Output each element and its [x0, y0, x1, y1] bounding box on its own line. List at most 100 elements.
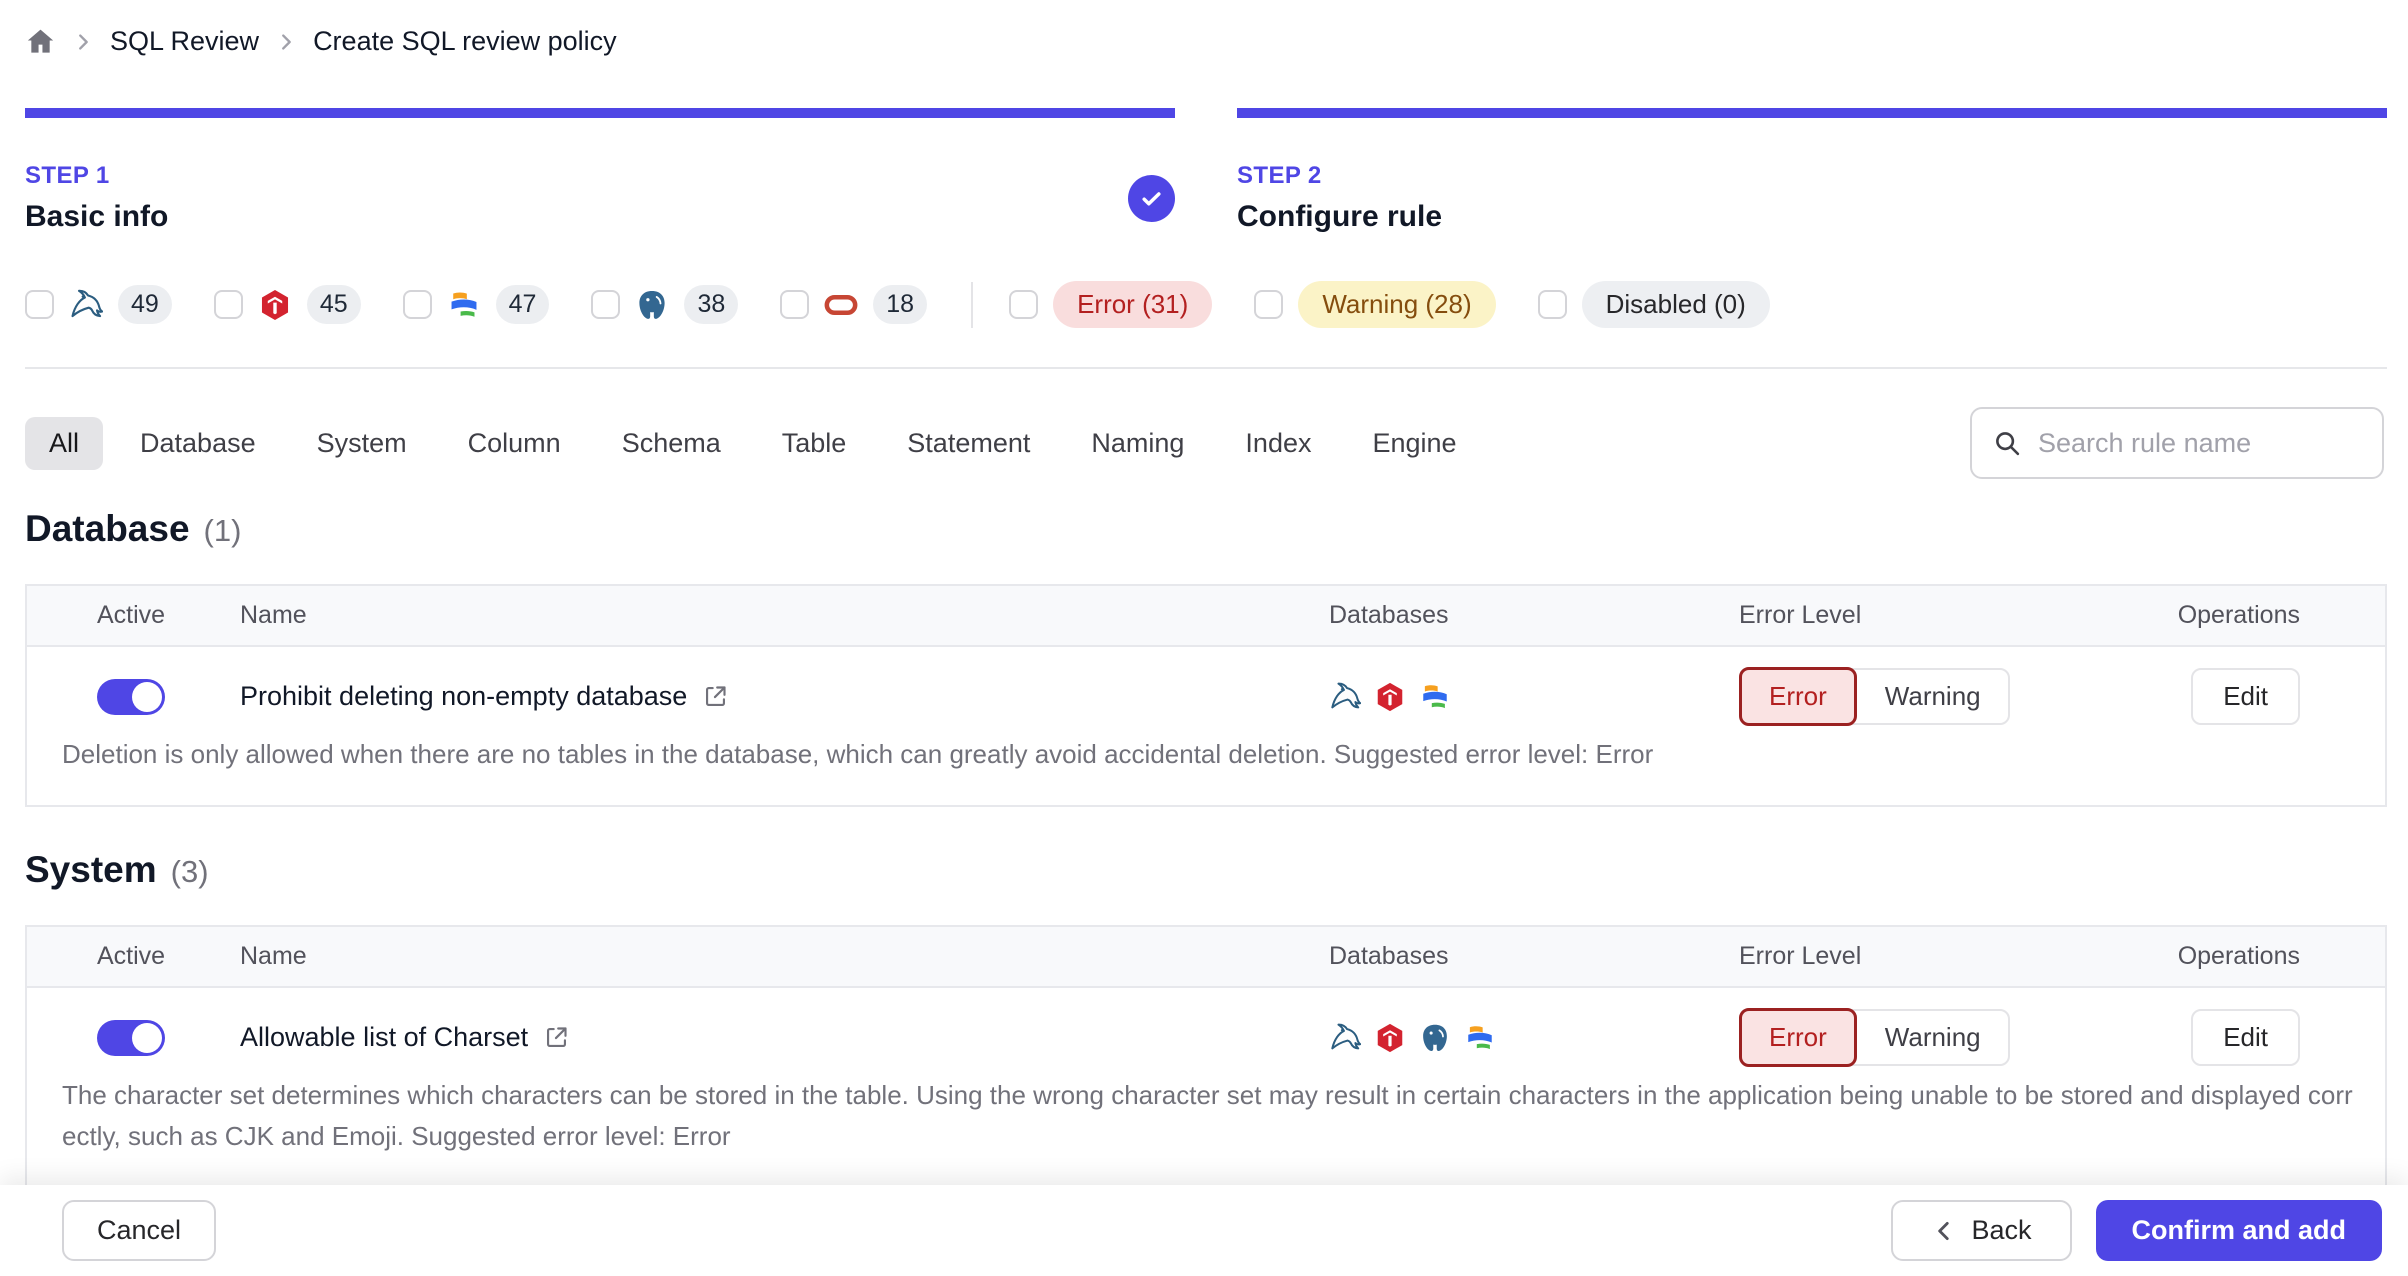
- rule-databases: [1329, 1022, 1496, 1054]
- step-1-title: Basic info: [25, 200, 169, 233]
- filter-level-disabled: Disabled (0): [1537, 281, 1770, 328]
- tab-column[interactable]: Column: [467, 427, 561, 458]
- oracle-icon: [824, 288, 858, 322]
- tab-statement[interactable]: Statement: [907, 427, 1031, 458]
- table-row: Allowable list of Charset: [27, 988, 2385, 1187]
- warning-filter-pill: Warning (28): [1298, 281, 1496, 328]
- step-indicator: STEP 1 Basic info STEP 2 Configure rule: [25, 108, 2387, 234]
- section-count: (3): [170, 854, 209, 890]
- error-filter-checkbox[interactable]: [1009, 290, 1039, 319]
- filter-engine-oceanbase: 47: [402, 285, 550, 324]
- disabled-filter-pill: Disabled (0): [1581, 281, 1770, 328]
- tab-naming[interactable]: Naming: [1091, 427, 1185, 458]
- step-2-label: STEP 2: [1237, 162, 1322, 189]
- step-1-completed-check-icon: [1128, 174, 1175, 222]
- category-toolbar: All Database System Column Schema Table …: [25, 407, 2384, 479]
- oracle-filter-checkbox[interactable]: [780, 290, 810, 319]
- col-active: Active: [97, 601, 166, 629]
- mysql-icon: [1329, 1022, 1361, 1054]
- tab-schema[interactable]: Schema: [621, 427, 721, 458]
- cancel-button[interactable]: Cancel: [62, 1200, 217, 1261]
- filter-divider: [971, 281, 974, 328]
- external-link-icon[interactable]: [702, 683, 729, 710]
- mysql-count-badge: 49: [118, 285, 172, 324]
- chevron-right-icon: [275, 31, 297, 53]
- search-rule-input[interactable]: [2038, 427, 2362, 459]
- warning-filter-checkbox[interactable]: [1254, 290, 1284, 319]
- rule-name: Prohibit deleting non-empty database: [240, 681, 729, 712]
- oceanbase-count-badge: 47: [495, 285, 550, 324]
- tab-index[interactable]: Index: [1245, 427, 1312, 458]
- col-error-level: Error Level: [1739, 601, 1862, 629]
- rule-databases: [1329, 681, 1451, 713]
- breadcrumb: SQL Review Create SQL review policy: [25, 26, 617, 57]
- error-level-warning-button[interactable]: Warning: [1846, 668, 2010, 725]
- table-row: Prohibit deleting non-empty database: [27, 647, 2385, 805]
- step-1-progress-bar: [25, 108, 1175, 118]
- step-1: STEP 1 Basic info: [25, 108, 1175, 234]
- oracle-count-badge: 18: [873, 285, 928, 324]
- col-active: Active: [97, 942, 166, 971]
- database-section-heading: Database (1): [25, 508, 2387, 550]
- confirm-and-add-button[interactable]: Confirm and add: [2095, 1200, 2382, 1261]
- external-link-icon[interactable]: [543, 1024, 570, 1051]
- tidb-icon: [258, 288, 292, 322]
- error-level-segmented: Error Warning: [1739, 1008, 2010, 1068]
- filter-engine-oracle: 18: [780, 285, 928, 324]
- filter-level-warning: Warning (28): [1254, 281, 1496, 328]
- col-databases: Databases: [1329, 601, 1449, 629]
- tab-database[interactable]: Database: [140, 427, 256, 458]
- section-title: System: [25, 849, 157, 891]
- breadcrumb-sql-review[interactable]: SQL Review: [110, 26, 260, 56]
- step-1-label: STEP 1: [25, 162, 110, 189]
- tab-system[interactable]: System: [316, 427, 407, 458]
- category-tabs: All Database System Column Schema Table …: [25, 416, 1481, 470]
- rule-active-toggle[interactable]: [97, 1019, 165, 1056]
- tidb-icon: [1374, 681, 1406, 713]
- home-icon[interactable]: [25, 26, 56, 57]
- col-operations: Operations: [2177, 942, 2300, 971]
- rule-active-toggle[interactable]: [97, 678, 165, 715]
- rule-description: Deletion is only allowed when there are …: [62, 739, 1654, 769]
- wizard-footer: Cancel Back Confirm and add: [0, 1185, 2408, 1276]
- oceanbase-icon: [447, 288, 481, 322]
- col-name: Name: [240, 601, 307, 629]
- rule-filters: 49 45 47 38 18 Error (31) War: [25, 281, 1812, 328]
- mysql-icon: [1329, 681, 1361, 713]
- col-error-level: Error Level: [1739, 942, 1862, 971]
- rule-description: The character set determines which chara…: [62, 1080, 2353, 1152]
- filter-engine-tidb: 45: [213, 285, 361, 324]
- tab-engine[interactable]: Engine: [1372, 427, 1457, 458]
- rule-name: Allowable list of Charset: [240, 1022, 570, 1053]
- search-rule-box: [1970, 407, 2384, 479]
- col-operations: Operations: [2177, 601, 2300, 629]
- section-divider: [25, 367, 2387, 369]
- tab-all[interactable]: All: [25, 416, 104, 470]
- oceanbase-filter-checkbox[interactable]: [402, 290, 432, 319]
- search-icon: [1992, 428, 2022, 458]
- database-rule-table: Active Name Databases Error Level Operat…: [25, 584, 2387, 808]
- error-level-error-button[interactable]: Error: [1739, 1008, 1857, 1068]
- tidb-filter-checkbox[interactable]: [213, 290, 243, 319]
- table-header: Active Name Databases Error Level Operat…: [27, 586, 2385, 647]
- error-level-segmented: Error Warning: [1739, 667, 2010, 726]
- mysql-filter-checkbox[interactable]: [25, 290, 54, 319]
- tab-table[interactable]: Table: [781, 427, 847, 458]
- edit-button[interactable]: Edit: [2191, 1009, 2300, 1067]
- back-button[interactable]: Back: [1891, 1200, 2072, 1261]
- disabled-filter-checkbox[interactable]: [1537, 290, 1567, 319]
- error-level-error-button[interactable]: Error: [1739, 667, 1857, 726]
- edit-button[interactable]: Edit: [2191, 668, 2300, 725]
- tidb-count-badge: 45: [306, 285, 361, 324]
- system-rule-table: Active Name Databases Error Level Operat…: [25, 925, 2387, 1190]
- postgresql-icon: [635, 288, 669, 322]
- section-title: Database: [25, 508, 190, 549]
- col-name: Name: [240, 942, 307, 971]
- filter-engine-postgresql: 38: [591, 285, 739, 324]
- error-level-warning-button[interactable]: Warning: [1846, 1009, 2010, 1067]
- step-2: STEP 2 Configure rule: [1237, 108, 2387, 234]
- system-section-heading: System (3): [25, 849, 2387, 891]
- postgresql-filter-checkbox[interactable]: [591, 290, 621, 319]
- breadcrumb-create-policy: Create SQL review policy: [313, 26, 617, 56]
- col-databases: Databases: [1329, 942, 1449, 971]
